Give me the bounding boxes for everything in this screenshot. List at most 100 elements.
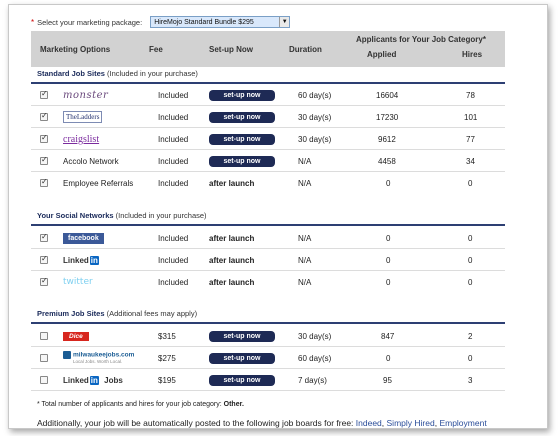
accolo-name: Accolo Network xyxy=(63,156,119,166)
referrals-checkbox[interactable] xyxy=(40,177,48,187)
fee-cell: $275 xyxy=(158,353,176,363)
table-row: Linked in Jobs $195 set-up now 7 day(s) 9… xyxy=(31,369,505,391)
col-hires: Hires xyxy=(462,50,483,59)
table-row: Accolo Network Included set-up now N/A 4… xyxy=(31,150,505,172)
hires-cell: 0 xyxy=(468,255,473,265)
fee-cell: Included xyxy=(158,134,189,144)
additional-boards: Additionally, your job will be automatic… xyxy=(37,418,487,428)
linkedin-checkbox[interactable] xyxy=(40,254,48,264)
monster-logo: monster xyxy=(63,89,109,101)
section-premium-title: Premium Job Sites (Additional fees may a… xyxy=(37,309,197,318)
duration-cell: 7 day(s) xyxy=(298,375,327,385)
duration-cell: 60 day(s) xyxy=(298,353,332,363)
col-applicants-title: Applicants for Your Job Category* xyxy=(356,35,486,44)
dice-checkbox[interactable] xyxy=(40,332,48,340)
footnote-text: * Total number of applicants and hires f… xyxy=(37,401,222,408)
duration-cell: N/A xyxy=(298,156,312,166)
hires-cell: 101 xyxy=(464,112,478,122)
craigslist-checkbox[interactable] xyxy=(40,133,48,143)
link-simply-hired[interactable]: Simply Hired xyxy=(386,418,435,428)
fee-cell: Included xyxy=(158,156,189,166)
milwaukeejobs-logo: milwaukeejobs.com Local Jobs. Worth Local… xyxy=(63,347,134,369)
section-standard-rule xyxy=(31,82,505,84)
linkedin-logo: Linked in xyxy=(63,255,99,265)
accolo-checkbox[interactable] xyxy=(40,155,48,165)
table-row: TheLadders Included set-up now 30 day(s)… xyxy=(31,106,505,128)
setup-now-button[interactable]: set-up now xyxy=(209,89,275,101)
chevron-down-icon[interactable]: ▼ xyxy=(279,17,290,27)
duration-cell: 30 day(s) xyxy=(298,112,332,122)
applied-cell: 0 xyxy=(386,178,391,188)
setup-now-button[interactable]: set-up now xyxy=(209,330,275,342)
fee-cell: Included xyxy=(158,90,189,100)
applied-cell: 0 xyxy=(386,255,391,265)
setup-now-button[interactable]: set-up now xyxy=(209,111,275,123)
table-row: milwaukeejobs.com Local Jobs. Worth Local… xyxy=(31,347,505,369)
table-row: Employee Referrals Included after launch… xyxy=(31,172,505,194)
fee-cell: $315 xyxy=(158,331,176,341)
fee-cell: Included xyxy=(158,112,189,122)
hires-cell: 77 xyxy=(466,134,475,144)
fee-cell: Included xyxy=(158,277,189,287)
duration-cell: 60 day(s) xyxy=(298,90,332,100)
additional-text: Additionally, your job will be automatic… xyxy=(37,418,354,428)
col-applied: Applied xyxy=(367,50,397,59)
section-premium-name: Premium Job Sites xyxy=(37,309,105,318)
section-standard-note: (Included in your purchase) xyxy=(107,69,198,78)
monster-checkbox[interactable] xyxy=(40,89,48,99)
duration-cell: N/A xyxy=(298,178,312,188)
referrals-name: Employee Referrals xyxy=(63,178,134,188)
applied-cell: 0 xyxy=(386,353,391,363)
facebook-checkbox[interactable] xyxy=(40,232,48,242)
hires-cell: 0 xyxy=(468,178,473,188)
duration-cell: 30 day(s) xyxy=(298,134,332,144)
package-label: Select your marketing package: xyxy=(37,17,143,27)
setup-now-button[interactable]: set-up now xyxy=(209,374,275,386)
table-row: craigslist Included set-up now 30 day(s)… xyxy=(31,128,505,150)
section-social-title: Your Social Networks (Included in your p… xyxy=(37,211,207,220)
link-employment[interactable]: Employment xyxy=(439,418,487,428)
package-select[interactable]: HireMojo Standard Bundle $295 ▼ xyxy=(150,16,291,28)
package-selector-row: * Select your marketing package: HireMoj… xyxy=(31,15,291,29)
milwaukee-checkbox[interactable] xyxy=(40,354,48,362)
dice-logo: Dice xyxy=(63,325,89,347)
table-row: monster Included set-up now 60 day(s) 16… xyxy=(31,84,505,106)
section-standard-name: Standard Job Sites xyxy=(37,69,105,78)
ladders-checkbox[interactable] xyxy=(40,111,48,121)
applied-cell: 16604 xyxy=(376,90,399,100)
hires-cell: 2 xyxy=(468,331,473,341)
footnote: * Total number of applicants and hires f… xyxy=(37,401,244,408)
twitter-logo: twitter xyxy=(63,277,93,287)
link-indeed[interactable]: Indeed xyxy=(355,418,382,428)
package-select-value: HireMojo Standard Bundle $295 xyxy=(154,18,254,26)
setup-now-button[interactable]: set-up now xyxy=(209,133,275,145)
section-social-name: Your Social Networks xyxy=(37,211,114,220)
after-launch-label: after launch xyxy=(209,233,255,243)
applied-cell: 0 xyxy=(386,233,391,243)
footnote-category: Other. xyxy=(223,401,244,408)
applied-cell: 95 xyxy=(383,375,392,385)
fee-cell: Included xyxy=(158,233,189,243)
twitter-checkbox[interactable] xyxy=(40,276,48,286)
marketing-panel: * Select your marketing package: HireMoj… xyxy=(8,4,548,429)
section-standard-title: Standard Job Sites (Included in your pur… xyxy=(37,69,198,78)
col-marketing-options: Marketing Options xyxy=(40,45,111,54)
milwaukeejobs-icon xyxy=(63,351,71,359)
applied-cell: 9612 xyxy=(378,134,396,144)
table-row: facebook Included after launch N/A 0 0 xyxy=(31,227,505,249)
table-row: Dice $315 set-up now 30 day(s) 847 2 xyxy=(31,325,505,347)
after-launch-label: after launch xyxy=(209,178,255,188)
duration-cell: 30 day(s) xyxy=(298,331,332,341)
facebook-logo: facebook xyxy=(63,227,104,249)
setup-now-button[interactable]: set-up now xyxy=(209,352,275,364)
col-duration: Duration xyxy=(289,45,322,54)
fee-cell: Included xyxy=(158,255,189,265)
setup-now-button[interactable]: set-up now xyxy=(209,155,275,167)
fee-cell: $195 xyxy=(158,375,176,385)
table-row: twitter Included after launch N/A 0 0 xyxy=(31,271,505,293)
fee-cell: Included xyxy=(158,178,189,188)
section-social-note: (Included in your purchase) xyxy=(115,211,207,220)
linkedin-jobs-checkbox[interactable] xyxy=(40,376,48,384)
section-social-rule xyxy=(31,224,505,226)
